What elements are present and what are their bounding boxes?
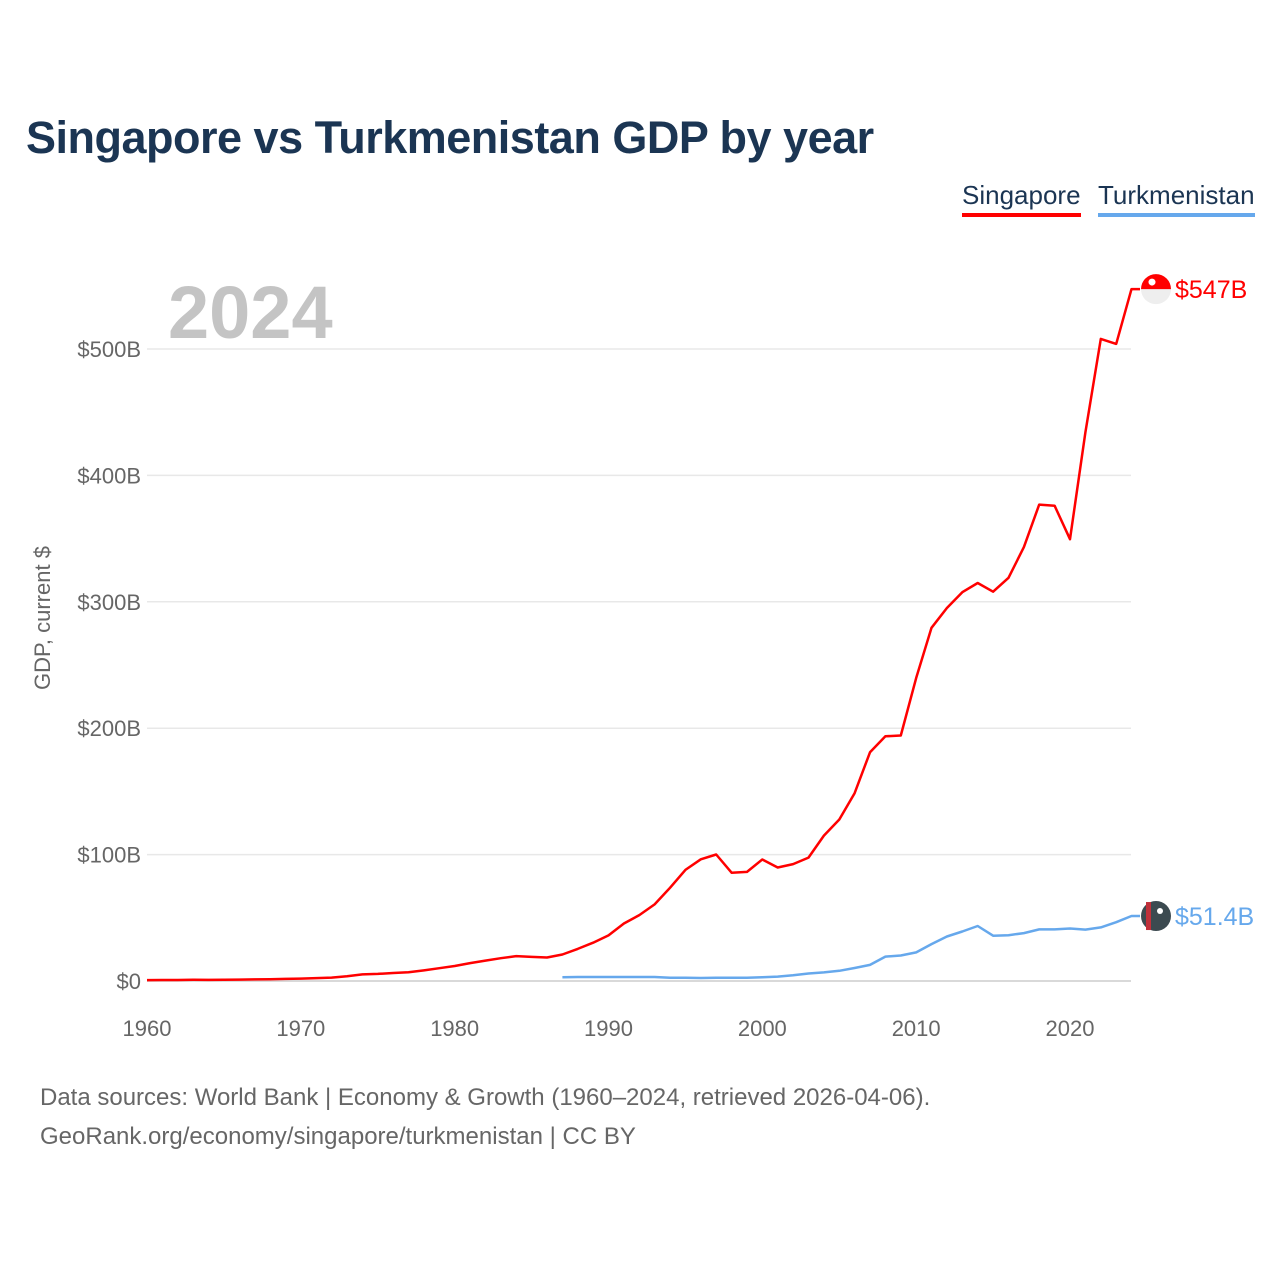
footer-url[interactable]: GeoRank.org/economy/singapore/turkmenist… xyxy=(40,1123,636,1150)
y-tick-label: $500B xyxy=(77,337,141,362)
singapore-flag-crescent xyxy=(1148,278,1156,286)
footer-sources: Data sources: World Bank | Economy & Gro… xyxy=(40,1084,931,1111)
y-tick-label: $200B xyxy=(77,716,141,741)
y-tick-label: $0 xyxy=(117,969,141,994)
turkmenistan-flag-stripe xyxy=(1146,902,1151,931)
x-tick-label: 1980 xyxy=(430,1016,479,1041)
x-tick-label: 1960 xyxy=(123,1016,172,1041)
x-tick-label: 1990 xyxy=(584,1016,633,1041)
chart-title: Singapore vs Turkmenistan GDP by year xyxy=(26,112,874,163)
turkmenistan-flag-icon xyxy=(1141,901,1171,932)
y-axis-label: GDP, current $ xyxy=(30,546,55,690)
x-tick-label: 1970 xyxy=(276,1016,325,1041)
series-line-turkmenistan xyxy=(562,914,1140,980)
year-watermark: 2024 xyxy=(168,271,333,354)
legend-turkmenistan[interactable]: Turkmenistan xyxy=(1098,180,1255,217)
singapore-flag-red-half xyxy=(1141,274,1171,290)
series-line-singapore xyxy=(146,287,1140,982)
x-tick-label: 2020 xyxy=(1046,1016,1095,1041)
y-tick-label: $300B xyxy=(77,590,141,615)
y-tick-label: $100B xyxy=(77,843,141,868)
x-tick-label: 2000 xyxy=(738,1016,787,1041)
turkmenistan-flag-crescent xyxy=(1157,908,1163,915)
y-tick-label: $400B xyxy=(77,463,141,488)
x-tick-label: 2010 xyxy=(892,1016,941,1041)
end-value-label-turkmenistan: $51.4B xyxy=(1175,903,1254,931)
end-value-label-singapore: $547B xyxy=(1175,276,1247,304)
legend-singapore[interactable]: Singapore xyxy=(962,180,1081,217)
